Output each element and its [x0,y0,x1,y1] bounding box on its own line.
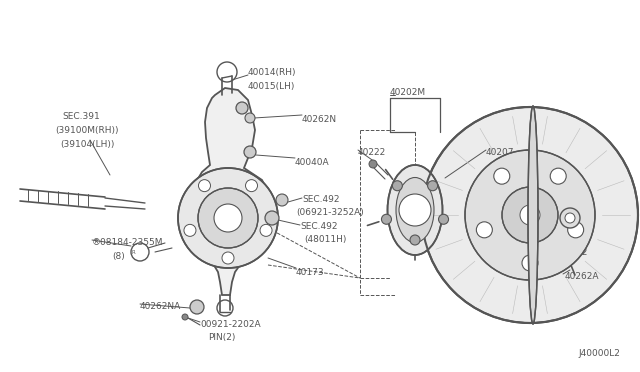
Text: PIN(2): PIN(2) [208,333,236,342]
Circle shape [222,252,234,264]
Circle shape [476,222,492,238]
Circle shape [276,194,288,206]
Circle shape [502,187,558,243]
Text: R: R [131,250,135,254]
Circle shape [494,168,510,184]
Text: J40000L2: J40000L2 [578,349,620,358]
Text: SEC.391: SEC.391 [62,112,100,121]
Text: 40040A: 40040A [295,158,330,167]
Circle shape [184,224,196,236]
Text: 40207: 40207 [486,148,515,157]
Circle shape [465,150,595,280]
Circle shape [265,211,279,225]
Circle shape [245,113,255,123]
Circle shape [260,224,272,236]
Text: (39100M(RH)): (39100M(RH)) [55,126,118,135]
Circle shape [369,160,377,168]
Circle shape [399,194,431,226]
Text: (8): (8) [112,252,125,261]
Ellipse shape [396,177,434,243]
Text: 40262N: 40262N [302,115,337,124]
Circle shape [236,102,248,114]
Circle shape [568,222,584,238]
Text: 40262NA: 40262NA [140,302,181,311]
Text: 40202M: 40202M [390,88,426,97]
Circle shape [244,146,256,158]
Circle shape [198,180,211,192]
Text: 40222: 40222 [358,148,387,157]
Circle shape [214,204,242,232]
Circle shape [392,181,403,191]
Text: (39104(LH)): (39104(LH)) [60,140,115,149]
Circle shape [178,168,278,268]
Circle shape [560,208,580,228]
Circle shape [190,300,204,314]
Text: 40262: 40262 [560,248,588,257]
Text: 40173: 40173 [296,268,324,277]
Circle shape [565,213,575,223]
Circle shape [522,255,538,271]
Text: (06921-3252A): (06921-3252A) [296,208,364,217]
Text: SEC.492: SEC.492 [302,195,339,204]
Text: 40014(RH): 40014(RH) [248,68,296,77]
Ellipse shape [387,165,442,255]
Text: 00921-2202A: 00921-2202A [200,320,260,329]
Circle shape [182,314,188,320]
Text: ®08184-2355M: ®08184-2355M [92,238,163,247]
Circle shape [422,107,638,323]
Text: SEC.492: SEC.492 [300,222,337,231]
Ellipse shape [528,106,538,324]
Text: (48011H): (48011H) [304,235,346,244]
Circle shape [246,180,257,192]
Circle shape [381,214,392,224]
Circle shape [550,168,566,184]
Circle shape [410,235,420,245]
Text: 40015(LH): 40015(LH) [248,82,296,91]
Polygon shape [192,88,268,295]
Circle shape [198,188,258,248]
Circle shape [428,181,438,191]
Circle shape [438,214,449,224]
Circle shape [520,205,540,225]
Text: 40262A: 40262A [565,272,600,281]
